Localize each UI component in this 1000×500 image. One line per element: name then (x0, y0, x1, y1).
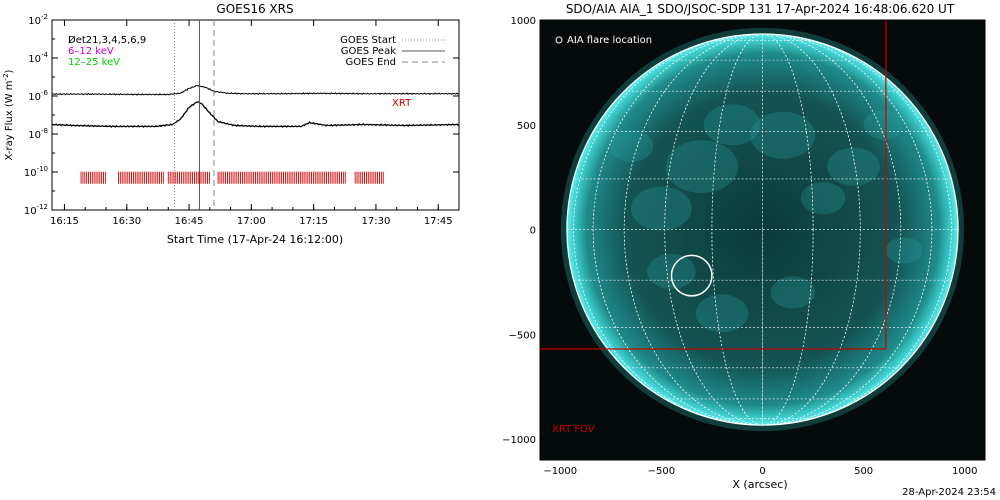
solar-bright-region (665, 140, 739, 194)
legend-goes-start-label: GOES Start (340, 35, 396, 46)
legend-detectors: D̸et21,3,4,5,6,9 (68, 34, 147, 46)
goes-x-tick-label: 16:45 (175, 216, 204, 227)
aia-x-tick-label: 1000 (952, 466, 977, 477)
goes-series-line (51, 101, 460, 128)
solar-bright-region (703, 104, 761, 146)
goes-x-tick-label: 17:15 (299, 216, 328, 227)
xrt-label: XRT (392, 98, 412, 109)
solar-bright-region (827, 147, 880, 186)
goes-x-tick-label: 17:00 (237, 216, 266, 227)
aia-y-tick-label: −1000 (502, 435, 536, 446)
goes-y-tick-label: 10-12 (24, 203, 48, 217)
aia-y-tick-label: 1000 (511, 16, 536, 27)
goes-y-tick-label: 10-2 (28, 13, 48, 27)
legend-12-25-kev: 12–25 keV (68, 57, 120, 68)
aia-x-tick-label: −500 (648, 466, 675, 477)
flare-legend-marker (555, 36, 563, 44)
aia-x-axis: −1000 −500 0 500 1000 (543, 454, 977, 477)
solar-limb (566, 33, 959, 426)
solar-corona-glow (560, 27, 965, 432)
solar-features (608, 104, 923, 333)
legend-6-12-kev: 6–12 keV (68, 46, 114, 57)
aia-x-tick-label: 0 (759, 466, 765, 477)
xrt-fov-label: XRT FOV (552, 424, 595, 435)
goes-y-tick-label: 10-10 (24, 165, 48, 179)
solar-bright-region (800, 181, 846, 215)
goes-y-tick-label: 10-4 (28, 51, 48, 65)
goes-x-axis: 16:15 16:30 16:45 17:00 17:15 17:30 17:45 (50, 20, 460, 227)
goes-x-tick-label: 17:30 (362, 216, 391, 227)
flare-legend-label: AIA flare location (567, 35, 652, 46)
legend-goes-end-label: GOES End (346, 57, 396, 68)
solar-bright-region (750, 111, 816, 159)
aia-panel: SDO/AIA AIA_1 SDO/JSOC-SDP 131 17-Apr-20… (502, 2, 986, 491)
solar-bright-region (885, 237, 923, 264)
solar-bright-region (631, 186, 692, 231)
aia-y-axis: −1000 −500 0 500 1000 (502, 16, 546, 446)
solar-bright-region (608, 129, 654, 162)
xrt-fov-box (540, 20, 887, 350)
goes-series-line (51, 84, 460, 96)
goes-panel: GOES16 XRS 10-12 10-10 10-8 10-6 10-4 10-2 16… (2, 2, 460, 246)
goes-y-axis: 10-12 10-10 10-8 10-6 10-4 10-2 (24, 13, 459, 217)
goes-x-tick-label: 16:15 (50, 216, 79, 227)
solar-disk (566, 33, 959, 426)
goes-y-tick-label: 10-6 (28, 89, 48, 103)
solar-bright-region (770, 276, 816, 309)
goes-y-label: X-ray Flux (W m-2) (2, 69, 15, 160)
grid-longitude-line (711, 33, 814, 426)
flare-location-circle (670, 254, 713, 297)
aia-x-tick-label: 500 (854, 466, 873, 477)
aia-y-tick-label: 500 (517, 121, 536, 132)
goes-event-lines (174, 20, 215, 210)
goes-x-tick-label: 17:45 (424, 216, 453, 227)
footer-timestamp: 28-Apr-2024 23:54 (902, 487, 996, 498)
legend-goes-peak-label: GOES Peak (341, 46, 396, 57)
goes-x-label: Start Time (17-Apr-24 16:12:00) (167, 233, 343, 246)
aia-x-label: X (arcsec) (732, 478, 787, 491)
goes-series-group (51, 84, 460, 128)
aia-x-tick-label: −1000 (543, 466, 577, 477)
goes-y-tick-label: 10-8 (28, 127, 48, 141)
xrt-observation-bars (80, 171, 384, 184)
aia-title: SDO/AIA AIA_1 SDO/JSOC-SDP 131 17-Apr-20… (566, 2, 955, 16)
goes-title: GOES16 XRS (216, 2, 293, 16)
solar-bright-region (863, 110, 905, 140)
solar-bright-region (695, 294, 749, 333)
goes-x-tick-label: 16:30 (112, 216, 141, 227)
aia-y-tick-label: −500 (509, 330, 536, 341)
aia-y-tick-label: 0 (530, 226, 536, 237)
